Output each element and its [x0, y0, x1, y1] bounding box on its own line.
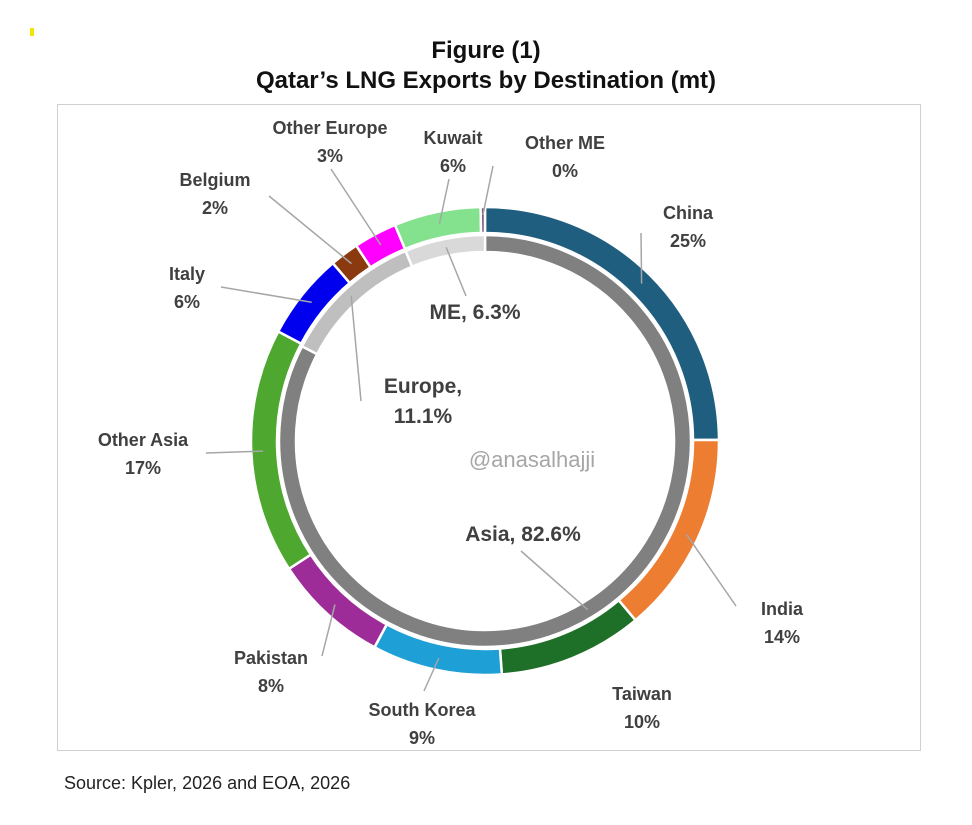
figure-number: Figure (1) — [431, 37, 541, 64]
leader-pakistan — [321, 604, 336, 657]
inner-label-europe: Europe, 11.1% — [384, 375, 462, 428]
leader-india — [685, 533, 737, 607]
inner-leader-europe — [350, 295, 362, 402]
source-note: Source: Kpler, 2026 and EOA, 2026 — [64, 773, 351, 793]
leader-italy — [220, 286, 312, 304]
leader-other-asia — [205, 450, 264, 454]
leader-other-europe — [330, 168, 382, 246]
outer-label-other-asia: Other Asia 17% — [98, 430, 189, 478]
inner-leader-asia — [520, 550, 589, 611]
figure-title: Figure (1) Qatar’s LNG Exports by Destin… — [0, 36, 972, 96]
outer-label-india: India 14% — [761, 599, 804, 647]
donut-chart: China 25% India 14% Taiwan 10% South Korea 9% Pa… — [98, 118, 804, 748]
outer-label-china: China 25% — [663, 203, 714, 251]
leader-kuwait — [438, 178, 450, 224]
chart-title: Qatar’s LNG Exports by Destination (mt) — [255, 67, 717, 94]
inner-ring — [277, 233, 693, 649]
leader-lines — [205, 165, 737, 692]
outer-label-pakistan: Pakistan 8% — [234, 648, 308, 696]
leader-belgium — [268, 195, 352, 265]
outer-label-other-europe: Other Europe 3% — [272, 118, 387, 166]
outer-label-italy: Italy 6% — [169, 264, 205, 312]
outer-label-taiwan: Taiwan 10% — [612, 684, 672, 732]
leader-other-me — [482, 165, 494, 216]
outer-label-kuwait: Kuwait 6% — [423, 128, 482, 176]
inner-leader-me — [445, 247, 467, 297]
chart-frame: China 25% India 14% Taiwan 10% South Korea 9% Pa… — [57, 104, 921, 751]
corner-mark — [30, 28, 34, 36]
slice-labels: China 25% India 14% Taiwan 10% South Korea 9% Pa… — [98, 118, 804, 748]
inner-label-asia: Asia, 82.6% — [465, 523, 581, 546]
inner-slice-me — [403, 233, 487, 269]
leader-china — [640, 232, 643, 284]
outer-label-belgium: Belgium 2% — [179, 170, 250, 218]
inner-label-me: ME, 6.3% — [429, 301, 520, 324]
leader-south-korea — [423, 657, 440, 692]
outer-label-other-me: Other ME 0% — [525, 133, 605, 181]
watermark: @anasalhajji — [469, 447, 595, 472]
outer-label-south-korea: South Korea 9% — [368, 700, 476, 748]
outer-ring — [249, 205, 721, 677]
